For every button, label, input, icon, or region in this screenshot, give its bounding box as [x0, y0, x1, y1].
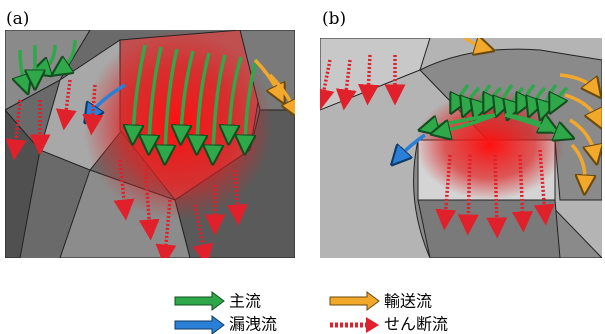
- legend: 主流 輸送流 漏洩流 せん断流: [175, 292, 448, 334]
- panel-label: (b): [322, 9, 346, 29]
- legend-label: 輸送流: [384, 292, 432, 311]
- legend-swatch: [366, 317, 379, 333]
- legend-label: 主流: [229, 292, 261, 311]
- legend-label: せん断流: [384, 315, 448, 334]
- panel-a: [5, 30, 295, 258]
- legend-swatch: [330, 292, 379, 310]
- surface: [418, 200, 560, 258]
- panel-label: (a): [6, 9, 29, 29]
- panel-b: [320, 38, 602, 258]
- figure: (a) (b) 主流 輸送流 漏洩流 せん断流: [0, 0, 605, 334]
- legend-label: 漏洩流: [229, 315, 277, 334]
- legend-swatch: [175, 316, 224, 334]
- legend-swatch: [175, 292, 224, 310]
